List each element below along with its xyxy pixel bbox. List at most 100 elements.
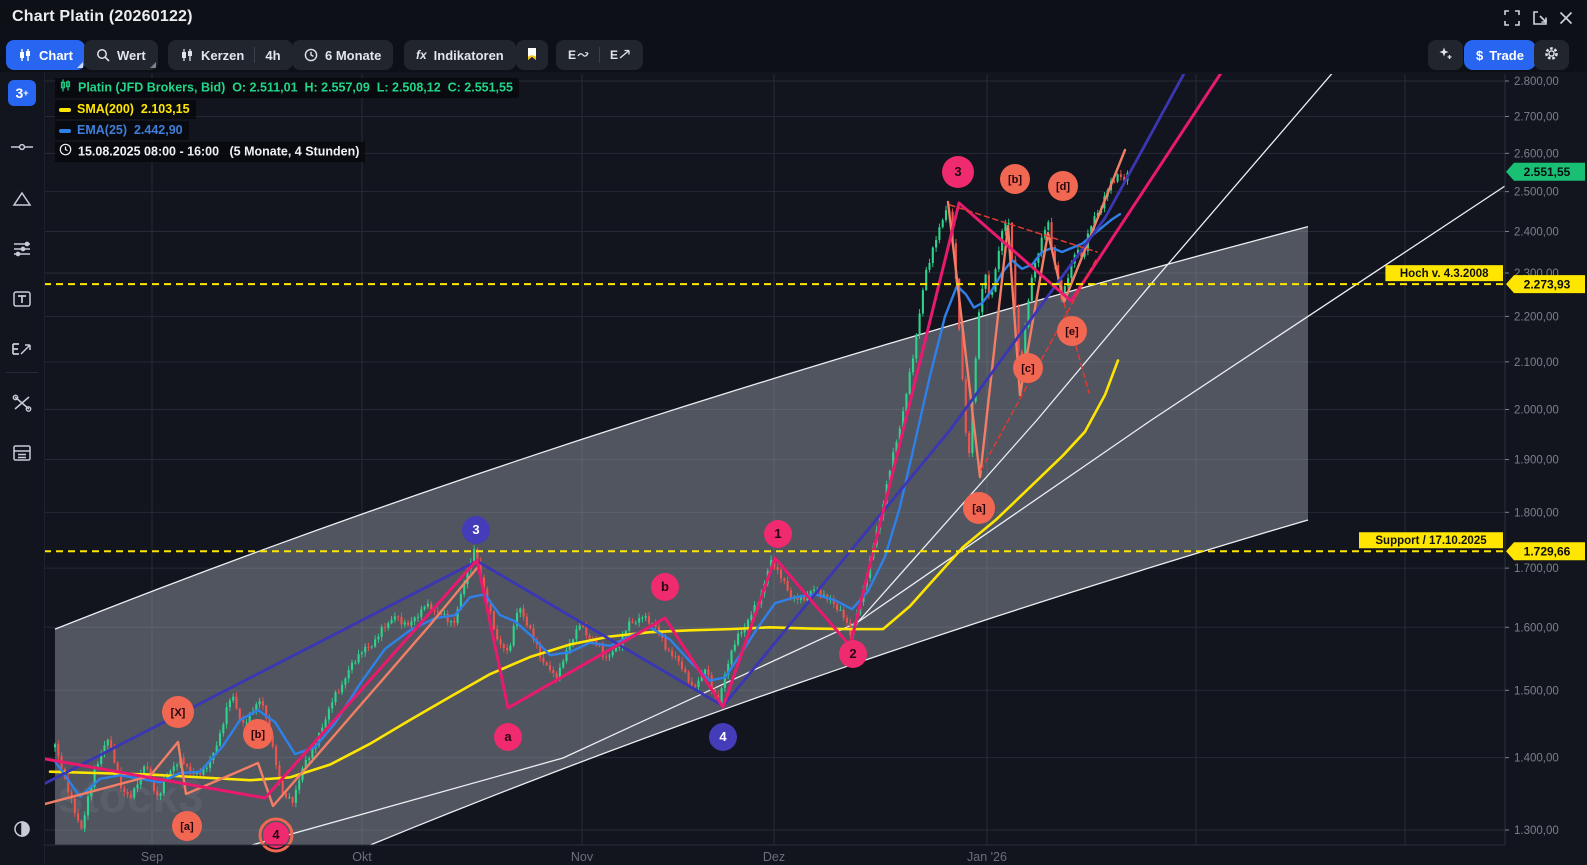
scenario-wave-icon[interactable]: E (560, 48, 597, 62)
legend-ema-row[interactable]: EMA(25) 2.442,90 (55, 121, 189, 140)
wave-label-d[interactable]: [d] (1048, 171, 1078, 201)
wave-label-3[interactable]: 3 (942, 156, 974, 188)
chart-type-kerzen[interactable]: Kerzen (201, 48, 244, 63)
chart-legend: Platin (JFD Brokers, Bid) O: 2.511,01 H:… (55, 78, 519, 164)
title-bar: Chart Platin (20260122) (0, 0, 1587, 36)
svg-text:4: 4 (272, 827, 280, 842)
range-selector[interactable]: 6 Monate (292, 40, 393, 70)
svg-text:1.400,00: 1.400,00 (1514, 753, 1559, 765)
tab-chart[interactable]: Chart (6, 40, 85, 70)
legend-instrument-row[interactable]: Platin (JFD Brokers, Bid) O: 2.511,01 H:… (55, 78, 519, 98)
popout-icon[interactable] (1531, 9, 1549, 27)
wave-label-a[interactable]: [a] (172, 811, 202, 841)
wave-label-X[interactable]: [X] (162, 696, 194, 728)
text-tool-icon[interactable] (0, 282, 44, 316)
wave-label-e[interactable]: [e] (1057, 316, 1087, 346)
layout-panels-icon[interactable] (0, 436, 44, 470)
wave-label-4[interactable]: 4 (260, 819, 292, 851)
chart-type-interval-group: Kerzen 4h (168, 40, 293, 70)
wave-label-a[interactable]: a (494, 723, 522, 751)
svg-text:2.400,00: 2.400,00 (1514, 226, 1559, 238)
svg-text:2.800,00: 2.800,00 (1514, 76, 1559, 88)
wave-label-2[interactable]: 2 (839, 640, 867, 668)
trade-button[interactable]: $ Trade (1464, 40, 1536, 70)
svg-text:[b]: [b] (1008, 174, 1022, 186)
legend-time-row: 15.08.2025 08:00 - 16:00 (5 Monate, 4 St… (55, 142, 365, 162)
page-title: Chart Platin (20260122) (12, 8, 193, 26)
chart-toolbar: Chart Wert Kerzen 4h 6 Monate fx Indikat… (0, 40, 1587, 72)
wave-label-4[interactable]: 4 (709, 723, 737, 751)
last-price-badge[interactable]: 2.551,55 (1506, 163, 1585, 181)
search-icon (96, 48, 110, 62)
theme-toggle-icon[interactable] (0, 812, 44, 846)
bookmark-button[interactable] (516, 40, 548, 70)
chart-window: { "window": { "title": "Chart Platin (20… (0, 0, 1587, 865)
close-icon[interactable] (1557, 9, 1575, 27)
wave-label-c[interactable]: [c] (1013, 353, 1043, 383)
legend-sma-row[interactable]: SMA(200) 2.103,15 (55, 100, 196, 119)
dollar-icon: $ (1476, 48, 1483, 63)
svg-text:1.700,00: 1.700,00 (1514, 563, 1559, 575)
svg-text:a: a (504, 729, 512, 744)
sparkle-icon (1438, 46, 1453, 64)
svg-text:2.100,00: 2.100,00 (1514, 357, 1559, 369)
level-price-badge[interactable]: 2.273,93 (1506, 275, 1585, 293)
indicators-button[interactable]: fx Indikatoren (404, 40, 516, 70)
svg-text:1.600,00: 1.600,00 (1514, 622, 1559, 634)
divider (6, 372, 38, 373)
svg-text:1.300,00: 1.300,00 (1514, 825, 1559, 837)
elliott-wave-tool-icon[interactable] (0, 332, 44, 366)
svg-text:Jan '26: Jan '26 (967, 850, 1007, 864)
svg-text:[b]: [b] (251, 729, 265, 741)
wave-label-3[interactable]: 3 (462, 516, 490, 544)
svg-text:3: 3 (954, 164, 961, 179)
magic-tools-button[interactable] (1428, 40, 1463, 70)
sma-swatch (59, 108, 71, 112)
level-price-badge[interactable]: 1.729,66 (1506, 542, 1585, 560)
svg-text:Support / 17.10.2025: Support / 17.10.2025 (1375, 535, 1487, 547)
triangle-tool-icon[interactable] (0, 182, 44, 216)
candlestick-icon (18, 48, 32, 62)
fullscreen-icon[interactable] (1503, 9, 1521, 27)
svg-text:2.200,00: 2.200,00 (1514, 311, 1559, 323)
svg-text:2.600,00: 2.600,00 (1514, 148, 1559, 160)
svg-text:2: 2 (849, 646, 856, 661)
scenario-tools-group: E E (556, 40, 643, 70)
wave-label-b[interactable]: [b] (1000, 164, 1030, 194)
interval-selector[interactable]: 4h (265, 48, 280, 63)
chart-plot-area[interactable]: stock3Hoch v. 4.3.2008Support / 17.10.20… (44, 72, 1587, 865)
horizontal-line-tool-icon[interactable] (0, 130, 44, 164)
svg-text:[a]: [a] (180, 821, 194, 833)
svg-text:1.500,00: 1.500,00 (1514, 685, 1559, 697)
svg-text:[c]: [c] (1021, 363, 1035, 375)
svg-text:b: b (661, 579, 669, 594)
active-tool-stock3-plus[interactable]: 3 + (8, 80, 36, 106)
wave-label-a[interactable]: [a] (963, 492, 995, 524)
svg-text:2.700,00: 2.700,00 (1514, 112, 1559, 124)
fibonacci-tool-icon[interactable] (0, 232, 44, 266)
scenario-arrow-icon[interactable]: E (602, 48, 639, 62)
svg-text:2.551,55: 2.551,55 (1524, 165, 1571, 179)
svg-text:[e]: [e] (1065, 326, 1079, 338)
gear-icon (1544, 46, 1559, 64)
svg-text:2.500,00: 2.500,00 (1514, 187, 1559, 199)
svg-text:Nov: Nov (571, 850, 594, 864)
svg-text:Dez: Dez (763, 850, 785, 864)
fx-icon: fx (416, 48, 427, 62)
svg-text:3: 3 (472, 522, 479, 537)
wave-label-b[interactable]: b (651, 573, 679, 601)
settings-button[interactable] (1534, 40, 1569, 70)
svg-text:[a]: [a] (972, 503, 986, 515)
instrument-search-button[interactable]: Wert (84, 40, 158, 70)
svg-text:Okt: Okt (352, 850, 372, 864)
wave-label-1[interactable]: 1 (764, 520, 792, 548)
wave-label-b[interactable]: [b] (243, 719, 273, 749)
svg-text:1.729,66: 1.729,66 (1524, 544, 1571, 558)
candlestick-icon (59, 79, 72, 97)
svg-text:1.900,00: 1.900,00 (1514, 455, 1559, 467)
clock-icon (304, 48, 318, 62)
clock-icon (59, 143, 72, 161)
svg-text:[d]: [d] (1056, 181, 1070, 193)
svg-text:4: 4 (719, 729, 727, 744)
tools-settings-icon[interactable] (0, 386, 44, 420)
